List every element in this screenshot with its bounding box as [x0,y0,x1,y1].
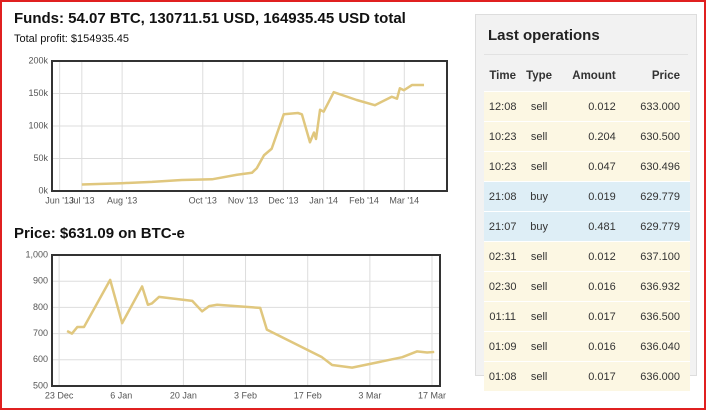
y-tick-label: 700 [33,328,48,338]
y-tick-label: 100k [28,120,48,130]
cell: sell [521,241,557,272]
cell: 12:08 [484,91,522,122]
cell: sell [521,271,557,302]
x-tick-label: Oct '13 [189,195,217,205]
cell: 0.019 [556,181,626,212]
chart-title: Price: $631.09 on BTC-e [14,225,185,242]
price-line [81,83,425,186]
x-tick-label: 3 Mar [358,390,381,400]
cell: sell [521,331,557,362]
y-tick-label: 200k [28,55,48,65]
x-tick-label: 3 Feb [234,390,257,400]
y-tick-label: 500 [33,380,48,390]
cell: 0.016 [556,331,626,362]
cell: 01:08 [484,361,522,391]
cell: sell [521,151,557,182]
y-tick-label: 50k [33,153,48,163]
operation-row: 01:09 sell 0.016 636.040 [484,331,690,362]
operation-row: 12:08 sell 0.012 633.000 [484,91,690,122]
plot-frame [51,254,441,387]
cell: 629.779 [625,181,690,212]
x-tick-label: 17 Feb [294,390,322,400]
x-tick-label: 6 Jan [110,390,132,400]
x-tick-label: 23 Dec [45,390,74,400]
plot-frame [51,60,448,192]
cell: 0.012 [556,241,626,272]
cell: 0.012 [556,91,626,122]
cell: 01:09 [484,331,522,362]
operation-row: 21:08 buy 0.019 629.779 [484,181,690,212]
charts: Funds: 54.07 BTC, 130711.51 USD, 164935.… [14,10,448,400]
x-tick-label: Nov '13 [228,195,258,205]
price-line [66,278,435,369]
cell: 630.496 [625,151,690,182]
cell: 636.500 [625,301,690,332]
cell: 636.040 [625,331,690,362]
y-tick-label: 150k [28,88,48,98]
cell: 636.000 [625,361,690,391]
cell: sell [521,91,557,122]
operations-table: Time Type Amount Price 12:08 sell 0.012 633.00… [484,61,690,391]
operation-row: 10:23 sell 0.204 630.500 [484,121,690,152]
chart-title: Funds: 54.07 BTC, 130711.51 USD, 164935.… [14,10,406,27]
cell: 0.481 [556,211,626,242]
operation-row: 10:23 sell 0.047 630.496 [484,151,690,182]
y-tick-label: 1,000 [25,249,48,259]
column-header: Price [651,70,680,82]
chart-subtitle: Total profit: $154935.45 [14,33,129,45]
operation-row: 02:31 sell 0.012 637.100 [484,241,690,272]
operation-row: 01:11 sell 0.017 636.500 [484,301,690,332]
cell: sell [521,361,557,391]
cell: 0.017 [556,361,626,391]
cell: 0.204 [556,121,626,152]
cell: sell [521,121,557,152]
operation-row: 02:30 sell 0.016 636.932 [484,271,690,302]
x-tick-label: Mar '14 [389,195,419,205]
column-header: Type [526,70,553,82]
cell: 637.100 [625,241,690,272]
cell: 02:31 [484,241,522,272]
column-header: Amount [572,70,616,82]
panel-title: Last operations [484,15,688,55]
cell: 10:23 [484,151,522,182]
cell: 01:11 [484,301,522,332]
cell: 633.000 [625,91,690,122]
operation-row: 01:08 sell 0.017 636.000 [484,361,690,391]
y-tick-label: 0k [38,185,48,195]
operation-row: 21:07 buy 0.481 629.779 [484,211,690,242]
cell: 10:23 [484,121,522,152]
cell: 0.047 [556,151,626,182]
header-row: Time Type Amount Price [484,61,690,92]
y-tick-label: 600 [33,354,48,364]
x-tick-label: Jan '14 [309,195,338,205]
x-tick-label: Aug '13 [107,195,137,205]
cell: 0.016 [556,271,626,302]
cell: 21:08 [484,181,522,212]
cell: 0.017 [556,301,626,332]
cell: buy [521,181,557,212]
cell: 21:07 [484,211,522,242]
cell: 630.500 [625,121,690,152]
cell: sell [521,301,557,332]
cell: 02:30 [484,271,522,302]
cell: buy [521,211,557,242]
x-tick-label: Feb '14 [349,195,379,205]
operations-panel: Last operations Time Type Amount Price 12:0… [475,14,697,391]
y-tick-label: 900 [33,276,48,286]
column-header: Time [489,70,516,82]
y-tick-label: 800 [33,302,48,312]
x-tick-label: Dec '13 [268,195,298,205]
x-tick-label: Jul '13 [69,195,95,205]
x-tick-label: 17 Mar [418,390,446,400]
x-tick-label: 20 Jan [170,390,197,400]
cell: 629.779 [625,211,690,242]
cell: 636.932 [625,271,690,302]
x-tick-label: Jun '13 [45,195,74,205]
